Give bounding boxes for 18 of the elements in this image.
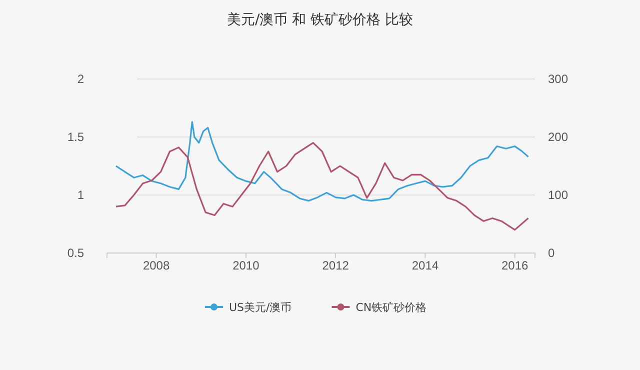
x-tick-label: 2008 <box>142 258 170 273</box>
y-tick-label: 1.5 <box>67 130 84 144</box>
y-tick-label: 0.5 <box>67 246 84 260</box>
x-tick-label: 2012 <box>322 258 350 273</box>
legend-label: US美元/澳币 <box>229 301 292 314</box>
y-tick-label: 1 <box>77 188 84 202</box>
y2-tick-label: 200 <box>548 130 568 144</box>
chart-title: 美元/澳币 和 铁矿砂价格 比较 <box>226 12 414 28</box>
line-series <box>115 121 530 202</box>
x-tick-label: 2016 <box>501 258 528 273</box>
y2-tick-label: 300 <box>548 72 568 86</box>
x-tick-label: 2014 <box>412 258 439 273</box>
legend-label: CN铁矿砂价格 <box>356 301 427 314</box>
y2-tick-label: 0 <box>548 246 555 260</box>
y-tick-label: 2 <box>77 72 84 86</box>
x-tick-label: 2010 <box>232 258 260 273</box>
y2-tick-label: 100 <box>548 188 568 202</box>
line-series <box>115 142 530 231</box>
